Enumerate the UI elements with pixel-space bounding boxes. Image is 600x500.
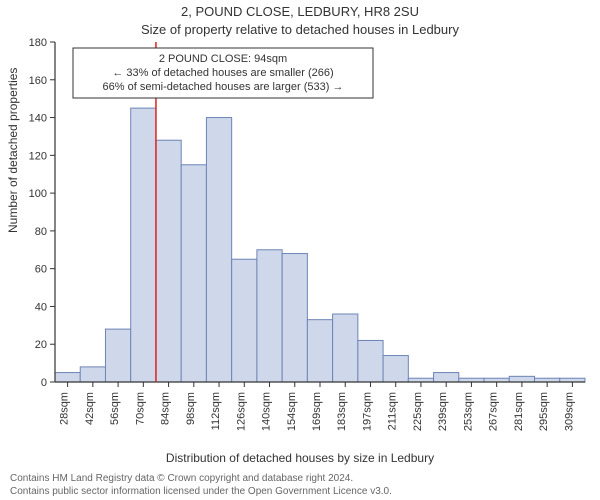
- y-tick-label: 40: [35, 301, 47, 313]
- x-tick-label: 140sqm: [261, 392, 273, 431]
- histogram-bar: [282, 254, 307, 382]
- histogram-bar: [80, 367, 105, 382]
- histogram-bar: [181, 165, 206, 382]
- y-tick-label: 120: [29, 150, 47, 162]
- annotation-line: 2 POUND CLOSE: 94sqm: [159, 53, 287, 65]
- x-tick-label: 239sqm: [437, 392, 449, 431]
- y-tick-label: 160: [29, 75, 47, 87]
- histogram-bar: [257, 250, 282, 382]
- x-tick-label: 309sqm: [563, 392, 575, 431]
- histogram-chart: 0 20 40 60 80 100 120 140 160 180 28sqm 42sqm 56sqm 7…: [0, 0, 600, 500]
- histogram-bar: [307, 320, 332, 382]
- annotation-line: ← 33% of detached houses are smaller (26…: [112, 67, 333, 79]
- y-tick-label: 0: [41, 377, 47, 389]
- x-tick-label: 56sqm: [109, 392, 121, 425]
- x-tick-label: 197sqm: [361, 392, 373, 431]
- y-tick-label: 20: [35, 339, 47, 351]
- histogram-bar: [509, 376, 534, 382]
- histogram-bar: [206, 118, 231, 382]
- y-tick-label: 140: [29, 113, 47, 125]
- x-tick-label: 28sqm: [59, 392, 71, 425]
- x-tick-label: 253sqm: [462, 392, 474, 431]
- histogram-bar: [55, 373, 80, 382]
- histogram-bar: [232, 259, 257, 382]
- histogram-bar: [131, 108, 156, 382]
- y-tick-label: 100: [29, 188, 47, 200]
- x-tick-label: 42sqm: [84, 392, 96, 425]
- x-tick-label: 295sqm: [538, 392, 550, 431]
- x-tick-label: 281sqm: [513, 392, 525, 431]
- histogram-bar: [434, 373, 459, 382]
- y-tick-label: 80: [35, 226, 47, 238]
- histogram-bar: [333, 314, 358, 382]
- annotation-line: 66% of semi-detached houses are larger (…: [103, 81, 344, 93]
- y-tick-label: 60: [35, 264, 47, 276]
- x-tick-label: 84sqm: [160, 392, 172, 425]
- x-tick-label: 112sqm: [210, 392, 222, 430]
- x-tick-label: 126sqm: [235, 392, 247, 431]
- y-tick-label: 180: [29, 37, 47, 49]
- x-tick-label: 98sqm: [185, 392, 197, 425]
- histogram-bar: [105, 329, 130, 382]
- x-tick-label: 70sqm: [134, 392, 146, 425]
- histogram-bar: [358, 340, 383, 382]
- x-tick-label: 183sqm: [336, 392, 348, 431]
- histogram-bar: [156, 140, 181, 382]
- x-tick-label: 154sqm: [286, 392, 298, 431]
- histogram-bar: [383, 356, 408, 382]
- x-tick-label: 267sqm: [488, 392, 500, 431]
- x-tick-label: 225sqm: [412, 392, 424, 431]
- x-tick-label: 211sqm: [387, 392, 399, 430]
- x-tick-label: 169sqm: [311, 392, 323, 431]
